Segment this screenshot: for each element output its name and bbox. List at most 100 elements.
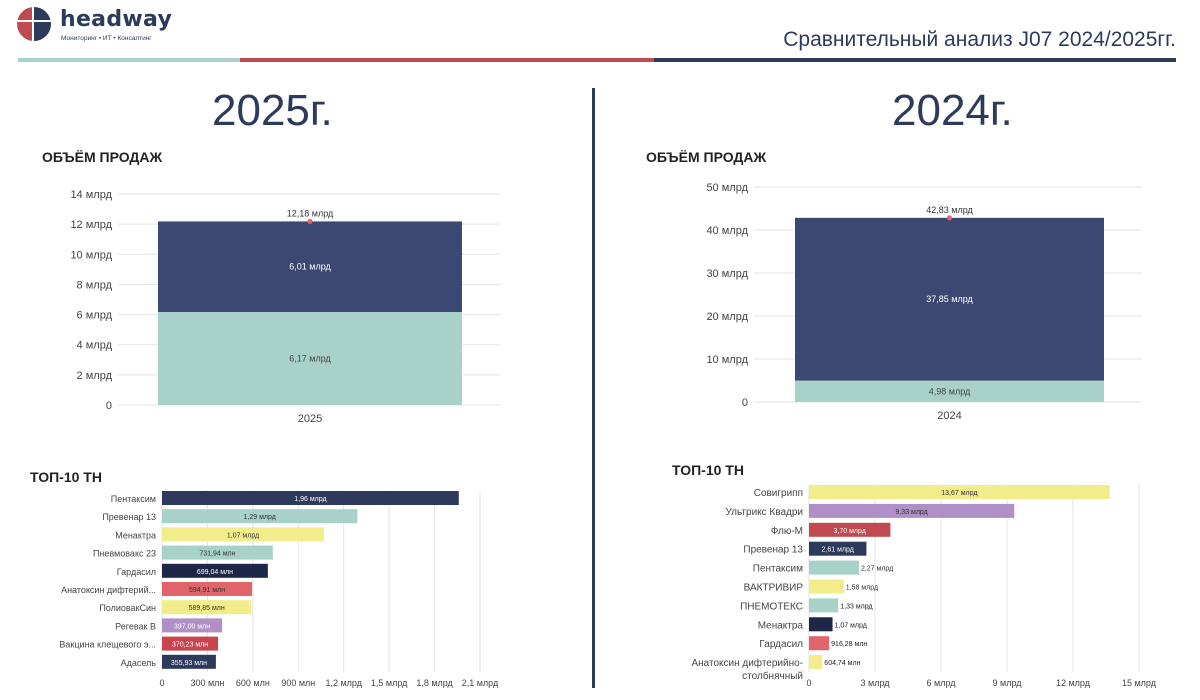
top10-2024-bar-4 [809,560,859,575]
volume-2025-y-tick-label: 6 млрд [77,310,113,322]
logo-mark-icon [17,7,51,41]
top10-2025-category-label-6: ПолиовакСин [99,603,156,613]
volume-2025-y-tick-label: 4 млрд [77,340,113,352]
header-stripe-red [240,58,654,62]
top10-2024-bar-value-4: 2,27 млрд [861,566,893,573]
top10-2024-bar-6 [809,598,839,613]
top10-2025-category-label-3: Пневмовакс 23 [93,549,156,559]
year-2025-heading: 2025г. [212,86,333,135]
top10-2024-x-tick-label: 12 млрд [1056,678,1091,688]
top10-2025-x-tick-label: 300 млн [190,678,224,688]
volume-2024-y-tick-label: 0 [742,397,748,409]
header-stripe-teal [18,58,240,62]
volume-2025-bar-segment-0 [158,312,462,405]
top10-2025-bar-value-7: 397,00 млн [174,623,210,630]
top10-2025-category-label-2: Менактра [115,530,156,540]
top10-2024-bar-value-9: 604,74 млн [824,660,860,667]
top10-2024-x-tick-label: 3 млрд [861,678,891,688]
top10-2024-bar-value-3: 2,61 млрд [822,547,854,554]
top10-2024-x-tick-label: 0 [806,678,811,688]
top10-2024-bar-3 [809,541,867,556]
logo-tagline: Мониторинг • ИТ • Консалтинг [61,35,152,42]
top10-2024-bar-1 [809,503,1015,518]
top10-2024-x-tick-label: 9 млрд [993,678,1023,688]
top10-2025-bar-0 [162,491,459,505]
volume-2024-y-tick-label: 40 млрд [706,225,748,237]
volume-2025-y-tick-label: 10 млрд [70,249,112,261]
logo: headway Мониторинг • ИТ • Консалтинг [16,6,196,46]
top10-2024-bar-5 [809,579,844,594]
top10-2025-category-label-0: Пентаксим [111,494,156,504]
volume-2025-y-tick-label: 12 млрд [70,219,112,231]
top10-2024-bar-9 [809,655,823,670]
top10-2025-bar-4 [162,563,268,578]
top10-2024-bar-value-7: 1,07 млрд [835,622,867,629]
top10-2024-category-label-0: Совигрипп [754,488,803,499]
volume-2024-y-tick-label: 20 млрд [706,311,748,323]
top10-2024-bar-value-1: 9,33 млрд [895,509,927,516]
top10-2024-category-label-3: Превенар 13 [743,545,803,556]
volume-2025-y-tick-label: 8 млрд [77,279,113,291]
header-stripe-navy [654,58,1176,62]
top10-2025-category-label-9: Адасель [121,658,157,668]
top10-2025-bar-value-0: 1,96 млрд [294,496,326,503]
volume-2024-y-tick-label: 30 млрд [706,268,748,280]
top10-2025-category-label-1: Превенар 13 [102,512,156,522]
top10-2024-category-label-4: Пентаксим [753,564,803,575]
top10-2024-x-tick-label: 15 млрд [1122,678,1157,688]
volume-2024-total-marker [947,215,952,221]
top10-2025-bar-1 [162,509,358,524]
top10-2025-bar-3 [162,545,273,560]
top10-2025-bar-value-6: 589,85 млн [189,605,225,612]
top10-2024-bar-value-0: 13,67 млрд [941,490,977,497]
top10-title-2025: ТОП-10 ТН [30,469,102,485]
page-title: Сравнительный анализ J07 2024/2025гг. [783,28,1176,51]
top10-2025-bar-value-9: 355,93 млн [171,660,207,667]
top10-2024-x-tick-label: 6 млрд [927,678,957,688]
logo-name: headway [60,7,173,32]
volume-2024-x-category-label: 2024 [937,410,961,422]
volume-2024-total-label: 42,83 млрд [926,205,973,215]
top10-2025-category-label-7: Регевак В [115,621,156,631]
top10-2025-category-label-5: Анатоксин дифтерий... [61,585,156,595]
top10-2025-bar-2 [162,527,325,542]
volume-2024-bar-segment-1 [795,217,1104,381]
top10-2024-category-label-8: Гардасил [759,639,803,650]
top10-2024-bar-value-6: 1,33 млрд [840,603,872,610]
top10-2024-bar-2 [809,522,891,537]
top10-title-2024: ТОП-10 ТН [672,462,744,478]
top10-2024-bar-0 [809,485,1110,499]
top10-2025-bar-5 [162,582,253,596]
top10-2024-category-label-1: Ультрикс Квадри [725,507,803,518]
volume-2025-y-tick-label: 0 [106,400,112,412]
top10-2024-category-label-6: ПНЕМОТЕКС [740,601,803,612]
volume-title-2024: ОБЪЁМ ПРОДАЖ [646,149,767,165]
top10-2025-category-label-4: Гардасил [117,567,156,577]
top10-2025-bar-value-2: 1,07 млрд [227,532,259,539]
top10-2025-bar-8 [162,636,219,651]
top10-2024-bar-value-5: 1,58 млрд [846,585,878,592]
top10-2025-x-tick-label: 1,5 млрд [371,678,408,688]
volume-2025-segment-label-1: 6,01 млрд [289,262,331,272]
top10-2024-category-label-9-line-1: столбнячный [742,670,803,682]
volume-2024-segment-label-1: 37,85 млрд [926,294,973,304]
column-divider [592,88,595,688]
top10-2024-category-label-2: Флю-М [771,526,803,537]
top10-2025-bar-6 [162,600,252,615]
year-2024-heading: 2024г. [892,86,1013,135]
top10-2025-bar-value-5: 594,91 млн [189,587,225,594]
volume-2024-bar-segment-0 [795,380,1104,402]
top10-2025-bar-value-4: 699,04 млн [197,569,233,576]
volume-2025-bar-segment-1 [158,221,462,313]
top10-2025-bar-7 [162,618,223,633]
top10-2024-bar-value-8: 916,28 млн [831,641,867,648]
top10-2025-bar-value-1: 1,29 млрд [244,514,276,521]
volume-2024-segment-label-0: 4,98 млрд [929,386,971,396]
volume-title-2025: ОБЪЁМ ПРОДАЖ [42,149,163,165]
volume-2025-segment-label-0: 6,17 млрд [289,354,331,364]
top10-2025-x-tick-label: 2,1 млрд [462,678,499,688]
volume-2025-y-tick-label: 14 млрд [70,189,112,201]
top10-2025-x-tick-label: 900 млн [281,678,315,688]
top10-2024-bar-value-2: 3,70 млрд [834,528,866,535]
